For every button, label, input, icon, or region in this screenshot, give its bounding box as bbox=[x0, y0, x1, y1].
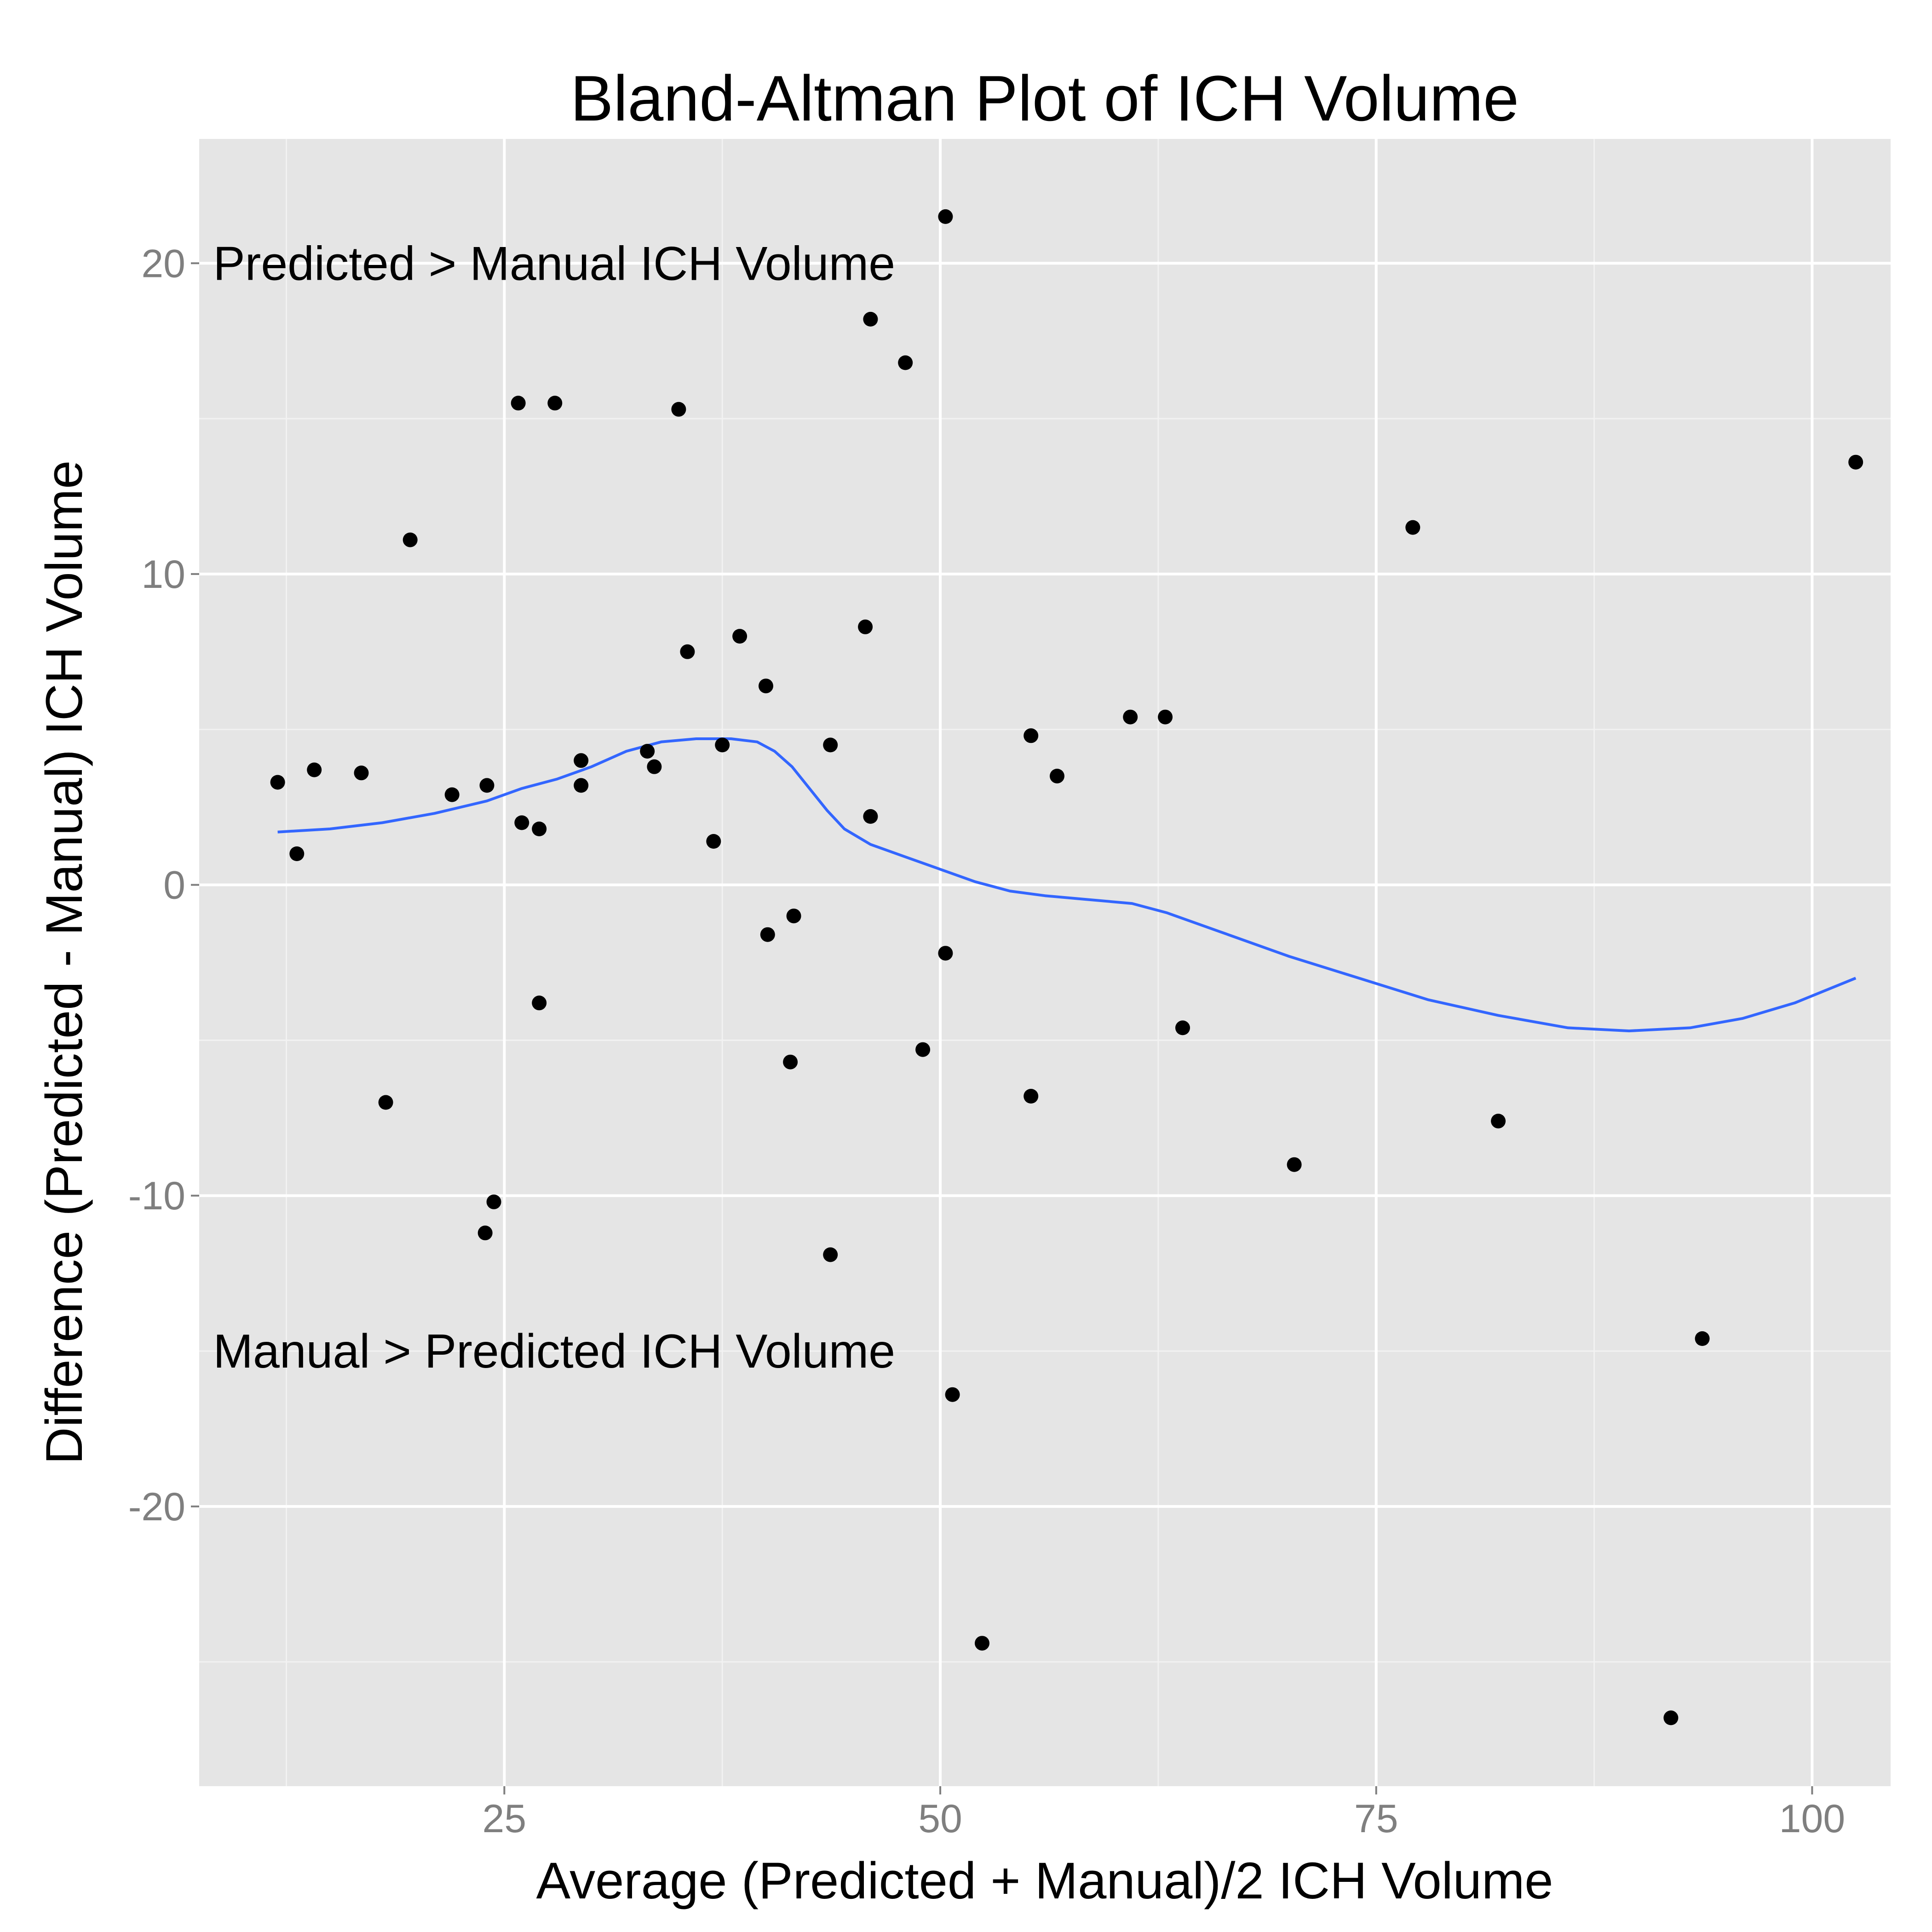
data-point bbox=[574, 778, 589, 793]
data-point bbox=[532, 995, 547, 1011]
data-point bbox=[289, 846, 305, 861]
data-point bbox=[823, 1247, 838, 1262]
data-point bbox=[511, 396, 526, 411]
y-axis-ticks: 20 10 0 -10 -20 bbox=[128, 242, 199, 1529]
data-point bbox=[938, 946, 953, 961]
smooth-trend-line bbox=[277, 737, 1857, 1033]
x-axis-ticks: 25 50 75 100 bbox=[483, 1786, 1846, 1841]
data-point bbox=[671, 402, 686, 417]
data-point bbox=[486, 1194, 501, 1209]
annotation-layer: Predicted > Manual ICH Volume Manual > Pr… bbox=[213, 237, 895, 1378]
data-point bbox=[760, 927, 775, 942]
data-point bbox=[945, 1387, 960, 1402]
x-tick-label: 50 bbox=[918, 1797, 962, 1841]
data-point bbox=[532, 822, 547, 836]
plot-panel bbox=[199, 139, 1891, 1786]
major-gridlines bbox=[199, 139, 1891, 1786]
data-point bbox=[402, 532, 418, 547]
data-point bbox=[378, 1095, 393, 1110]
data-point bbox=[680, 644, 695, 659]
data-point bbox=[786, 908, 801, 924]
data-point bbox=[783, 1054, 798, 1070]
data-point bbox=[1491, 1114, 1506, 1129]
annotation-label: Manual > Predicted ICH Volume bbox=[213, 1325, 895, 1378]
data-point bbox=[547, 396, 563, 411]
data-point bbox=[1848, 454, 1863, 470]
data-point bbox=[514, 815, 529, 830]
data-point bbox=[1024, 728, 1039, 743]
scatter-points-layer bbox=[270, 209, 1863, 1725]
data-point bbox=[706, 834, 721, 849]
y-tick-label: -10 bbox=[128, 1174, 185, 1218]
data-point bbox=[1024, 1089, 1039, 1104]
y-tick-label: 0 bbox=[163, 863, 185, 908]
data-point bbox=[1123, 709, 1138, 724]
chart-title: Bland-Altman Plot of ICH Volume bbox=[570, 62, 1519, 134]
data-point bbox=[1175, 1020, 1190, 1035]
x-axis-title: Average (Predicted + Manual)/2 ICH Volum… bbox=[536, 1852, 1553, 1909]
smooth-line-layer bbox=[277, 737, 1857, 1033]
data-point bbox=[759, 678, 773, 694]
data-point bbox=[1287, 1157, 1302, 1172]
data-point bbox=[647, 759, 662, 774]
data-point bbox=[640, 744, 655, 759]
y-tick-label: -20 bbox=[128, 1485, 185, 1529]
data-point bbox=[574, 753, 589, 768]
x-tick-label: 75 bbox=[1354, 1797, 1398, 1841]
y-axis-title: Difference (Predicted - Manual) ICH Volu… bbox=[35, 460, 93, 1465]
data-point bbox=[270, 775, 285, 790]
data-point bbox=[477, 1225, 493, 1241]
data-point bbox=[975, 1636, 989, 1651]
data-point bbox=[715, 737, 730, 753]
annotation-label: Predicted > Manual ICH Volume bbox=[213, 237, 895, 290]
data-point bbox=[915, 1042, 931, 1057]
data-point bbox=[1158, 709, 1173, 724]
data-point bbox=[444, 787, 460, 802]
minor-gridlines bbox=[199, 139, 1891, 1786]
data-point bbox=[732, 629, 748, 644]
x-tick-label: 25 bbox=[483, 1797, 527, 1841]
data-point bbox=[1663, 1710, 1679, 1725]
data-point bbox=[938, 209, 953, 224]
data-point bbox=[354, 765, 369, 781]
data-point bbox=[1050, 769, 1064, 784]
data-point bbox=[307, 762, 322, 777]
data-point bbox=[863, 809, 878, 824]
data-point bbox=[1405, 520, 1420, 535]
data-point bbox=[898, 355, 913, 370]
y-tick-label: 20 bbox=[141, 242, 185, 286]
data-point bbox=[863, 311, 878, 327]
y-tick-label: 10 bbox=[141, 552, 185, 597]
data-point bbox=[858, 619, 873, 634]
x-tick-label: 100 bbox=[1779, 1797, 1846, 1841]
data-point bbox=[479, 778, 494, 793]
data-point bbox=[823, 737, 838, 753]
data-point bbox=[1695, 1331, 1710, 1346]
